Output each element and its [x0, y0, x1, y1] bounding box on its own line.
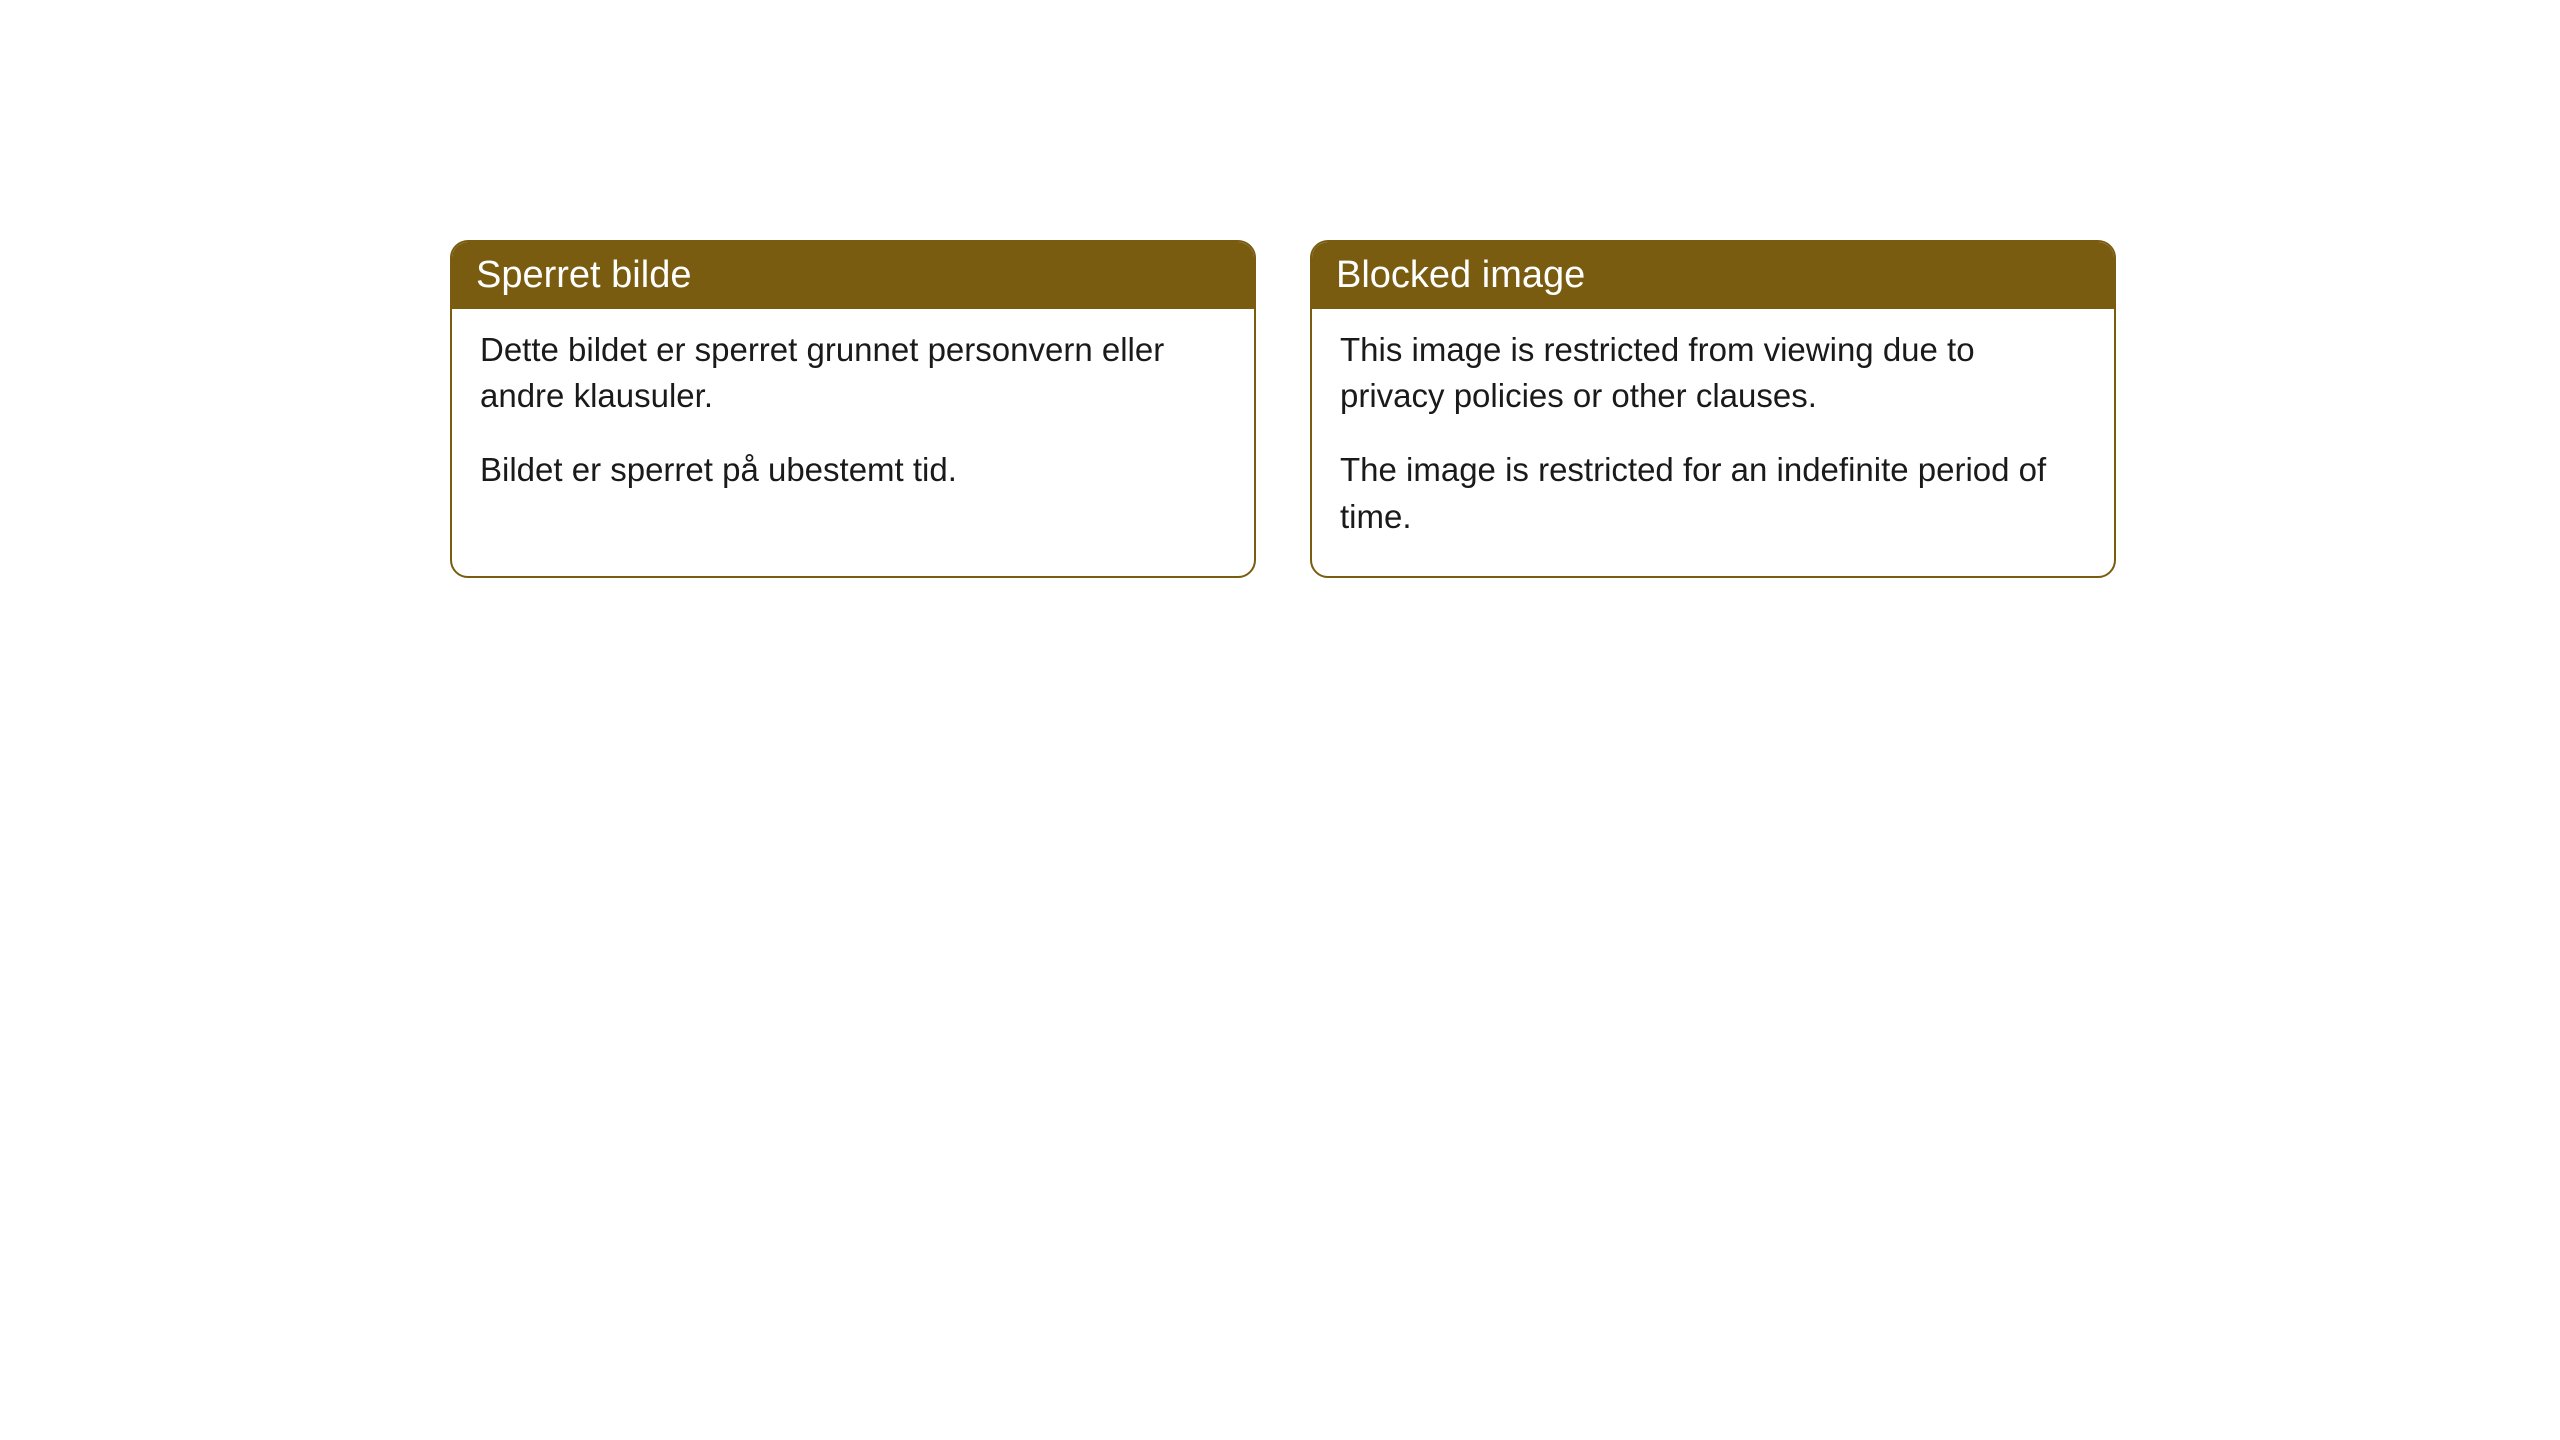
card-paragraph: Dette bildet er sperret grunnet personve…	[480, 327, 1226, 419]
card-paragraph: This image is restricted from viewing du…	[1340, 327, 2086, 419]
card-body: This image is restricted from viewing du…	[1312, 309, 2114, 576]
notice-cards-container: Sperret bilde Dette bildet er sperret gr…	[450, 240, 2116, 578]
card-title: Blocked image	[1336, 254, 1585, 296]
card-header: Sperret bilde	[452, 242, 1254, 309]
blocked-image-card-norwegian: Sperret bilde Dette bildet er sperret gr…	[450, 240, 1256, 578]
card-body: Dette bildet er sperret grunnet personve…	[452, 309, 1254, 530]
blocked-image-card-english: Blocked image This image is restricted f…	[1310, 240, 2116, 578]
card-paragraph: Bildet er sperret på ubestemt tid.	[480, 447, 1226, 493]
card-header: Blocked image	[1312, 242, 2114, 309]
card-paragraph: The image is restricted for an indefinit…	[1340, 447, 2086, 539]
card-title: Sperret bilde	[476, 254, 691, 296]
